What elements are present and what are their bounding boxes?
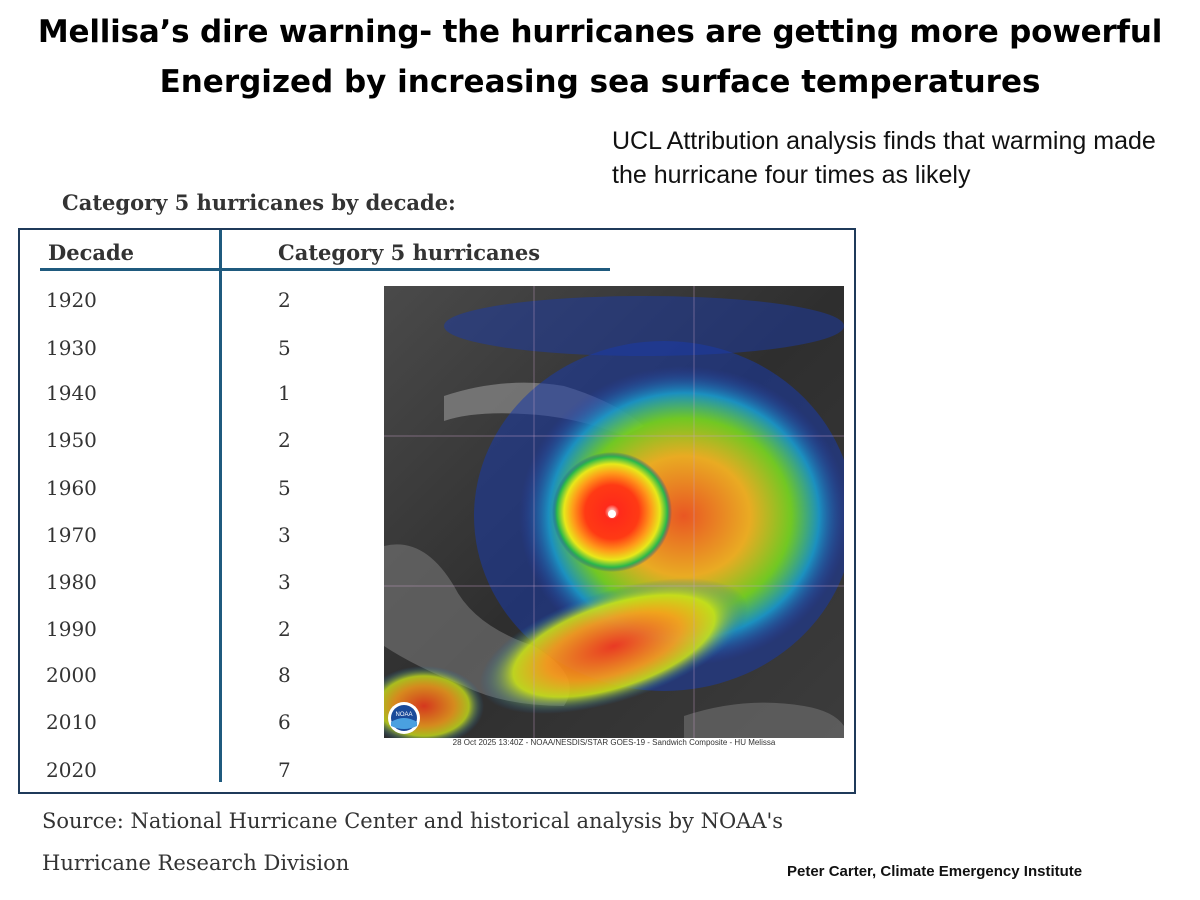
row-count: 2 [278,288,291,312]
row-decade: 1920 [46,288,97,312]
column-divider [219,230,222,782]
row-count: 2 [278,617,291,641]
author-credit: Peter Carter, Climate Emergency Institut… [787,863,1083,880]
row-decade: 2000 [46,663,97,687]
row-count: 6 [278,710,291,734]
ucl-attribution-note: UCL Attribution analysis finds that warm… [612,127,1156,189]
hurricane-satellite-svg: NOAA [384,286,844,738]
title-line-2: Energized by increasing sea surface temp… [159,64,1041,100]
header-underline [40,268,610,271]
row-count: 3 [278,570,291,594]
row-decade: 1950 [46,428,97,452]
noaa-logo-icon: NOAA [388,702,420,734]
row-count: 2 [278,428,291,452]
row-count: 5 [278,336,291,360]
svg-text:NOAA: NOAA [395,712,412,718]
row-decade: 1980 [46,570,97,594]
row-count: 8 [278,663,291,687]
satellite-caption: 28 Oct 2025 13:40Z - NOAA/NESDIS/STAR GO… [452,738,776,747]
row-decade: 1970 [46,523,97,547]
row-decade: 1990 [46,617,97,641]
satellite-image: NOAA [384,286,844,738]
source-line-1: Source: National Hurricane Center and hi… [42,809,784,833]
row-count: 7 [278,758,291,782]
column-header-count: Category 5 hurricanes [278,240,541,265]
row-decade: 1930 [46,336,97,360]
row-count: 5 [278,476,291,500]
column-header-decade: Decade [48,240,135,265]
row-decade: 1960 [46,476,97,500]
row-decade: 1940 [46,381,97,405]
title-line-1: Mellisa’s dire warning- the hurricanes a… [37,14,1163,50]
row-count: 3 [278,523,291,547]
row-count: 1 [278,381,291,405]
source-line-2: Hurricane Research Division [42,851,350,875]
source-note: Source: National Hurricane Center and hi… [42,800,922,884]
row-decade: 2020 [46,758,97,782]
row-decade: 2010 [46,710,97,734]
table-heading: Category 5 hurricanes by decade: [62,190,456,215]
